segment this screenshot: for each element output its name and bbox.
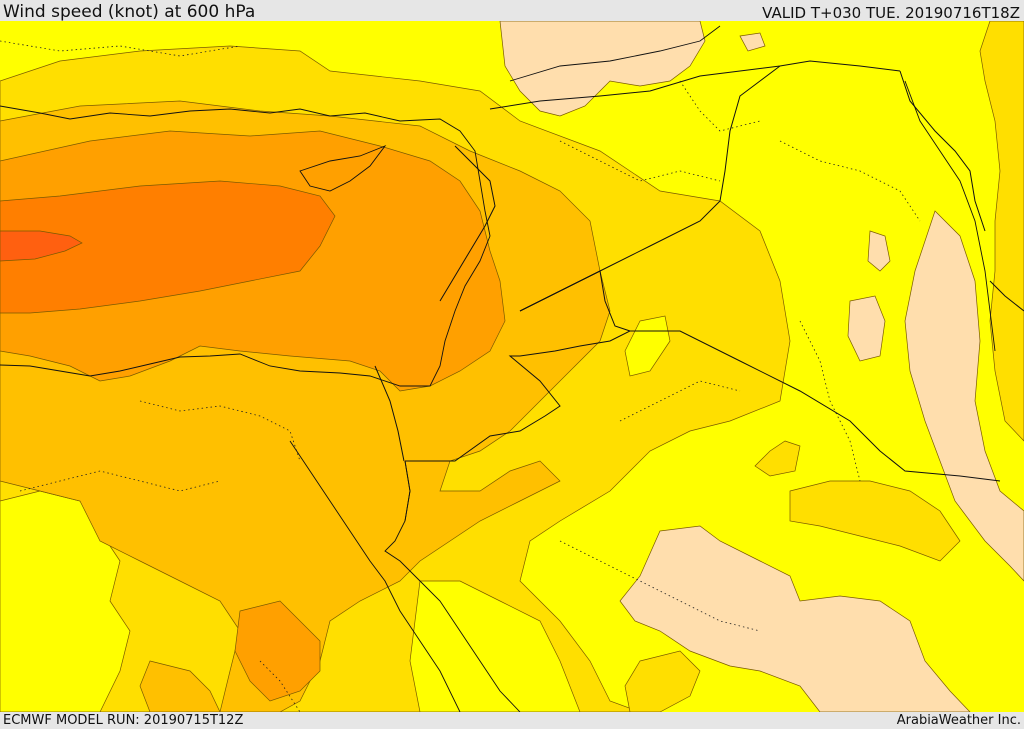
- level-highest-core: [0, 230, 83, 262]
- level-mid-low-patch-2: [789, 480, 961, 562]
- level-mid-patch-east: [139, 660, 221, 712]
- admin-boundary-1: [0, 40, 241, 57]
- level-lowest-area-east-strip: [904, 210, 1024, 582]
- coastline-persian-gulf: [904, 80, 996, 352]
- admin-boundary-2: [559, 140, 721, 182]
- map-title: Wind speed (knot) at 600 hPa: [3, 2, 256, 22]
- level-mid-low-area-east: [979, 21, 1024, 442]
- admin-boundary-7: [799, 320, 861, 482]
- level-mid-high-patch-south: [234, 600, 321, 702]
- map-header: Wind speed (knot) at 600 hPa VALID T+030…: [0, 0, 1024, 22]
- coastline-gulf-aqaba: [404, 460, 411, 522]
- admin-boundary-5: [19, 470, 221, 492]
- coastline-black-sea: [509, 25, 721, 82]
- admin-boundary-9: [259, 660, 301, 712]
- level-mid-low-patch-3: [624, 650, 701, 712]
- border-east: [989, 280, 1024, 312]
- level-mid-low-patch-1: [754, 440, 801, 477]
- border-turkey-syria: [489, 60, 901, 110]
- admin-boundary-6: [559, 540, 761, 632]
- coastline-mediterranean: [0, 105, 491, 387]
- level-high-area: [0, 180, 336, 314]
- admin-boundary-3: [779, 140, 921, 222]
- level-lowest-patch-2: [847, 295, 886, 362]
- coastline-red-sea-west: [289, 440, 461, 712]
- map-canvas: [0, 21, 1024, 712]
- level-lowest-patch-3: [739, 32, 766, 52]
- admin-boundary-10: [679, 80, 761, 132]
- model-run-label: ECMWF MODEL RUN: 20190715T12Z: [3, 713, 244, 728]
- level-low-hole-south: [409, 580, 581, 712]
- level-lowest-patch-1: [867, 230, 891, 272]
- border-iran-iraq: [899, 70, 986, 232]
- border-lebanon-syria: [439, 145, 496, 302]
- map-footer: ECMWF MODEL RUN: 20190715T12Z ArabiaWeat…: [0, 712, 1024, 729]
- level-lowest-area-north: [499, 21, 706, 117]
- credit-label: ArabiaWeather Inc.: [896, 713, 1021, 728]
- level-lowest-area-southeast: [619, 525, 971, 712]
- border-iraq-saudi: [630, 330, 1001, 482]
- border-israel-egypt: [374, 365, 405, 462]
- wind-speed-map[interactable]: [0, 21, 1024, 712]
- border-jordan-saudi: [405, 270, 632, 462]
- coastline-cyprus: [299, 144, 387, 192]
- valid-time-label: VALID T+030 TUE. 20190716T18Z: [762, 4, 1020, 22]
